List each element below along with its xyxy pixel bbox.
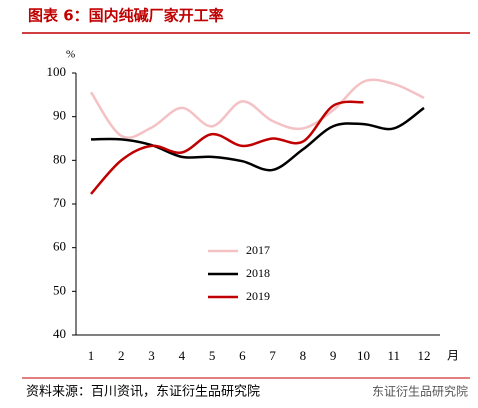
- line-series: [89, 78, 425, 139]
- legend-label: 2019: [246, 289, 270, 303]
- y-tick-label: 60: [53, 239, 66, 254]
- line-series: [90, 100, 364, 195]
- line-series: [90, 106, 425, 172]
- x-tick-label: 5: [209, 348, 216, 363]
- chart-title: 图表 6：国内纯碱厂家开工率: [28, 7, 224, 25]
- x-tick-label: 9: [330, 348, 337, 363]
- x-tick-label: 8: [300, 348, 307, 363]
- y-tick-label: 40: [53, 326, 66, 341]
- y-axis-label: %: [66, 49, 75, 61]
- x-tick-label: 1: [88, 348, 95, 363]
- source: 资料来源：百川资讯，东证衍生品研究院: [26, 385, 260, 400]
- x-tick-label: 6: [239, 348, 246, 363]
- x-tick-label: 12: [418, 348, 431, 363]
- legend-label: 2017: [246, 243, 270, 257]
- y-tick-label: 70: [53, 195, 66, 210]
- x-tick-label: 2: [118, 348, 125, 363]
- y-tick-label: 80: [53, 151, 66, 166]
- x-tick-label: 4: [179, 348, 186, 363]
- x-tick-label: 7: [269, 348, 276, 363]
- x-axis-label: 月: [447, 349, 459, 363]
- x-tick-label: 11: [387, 348, 400, 363]
- y-tick-label: 50: [53, 282, 66, 297]
- y-tick-label: 90: [53, 108, 66, 123]
- y-tick-label: 100: [47, 64, 67, 79]
- legend-label: 2018: [246, 266, 270, 280]
- watermark: 东证衍生品研究院: [372, 384, 468, 399]
- x-tick-label: 10: [357, 348, 370, 363]
- x-tick-label: 3: [148, 348, 155, 363]
